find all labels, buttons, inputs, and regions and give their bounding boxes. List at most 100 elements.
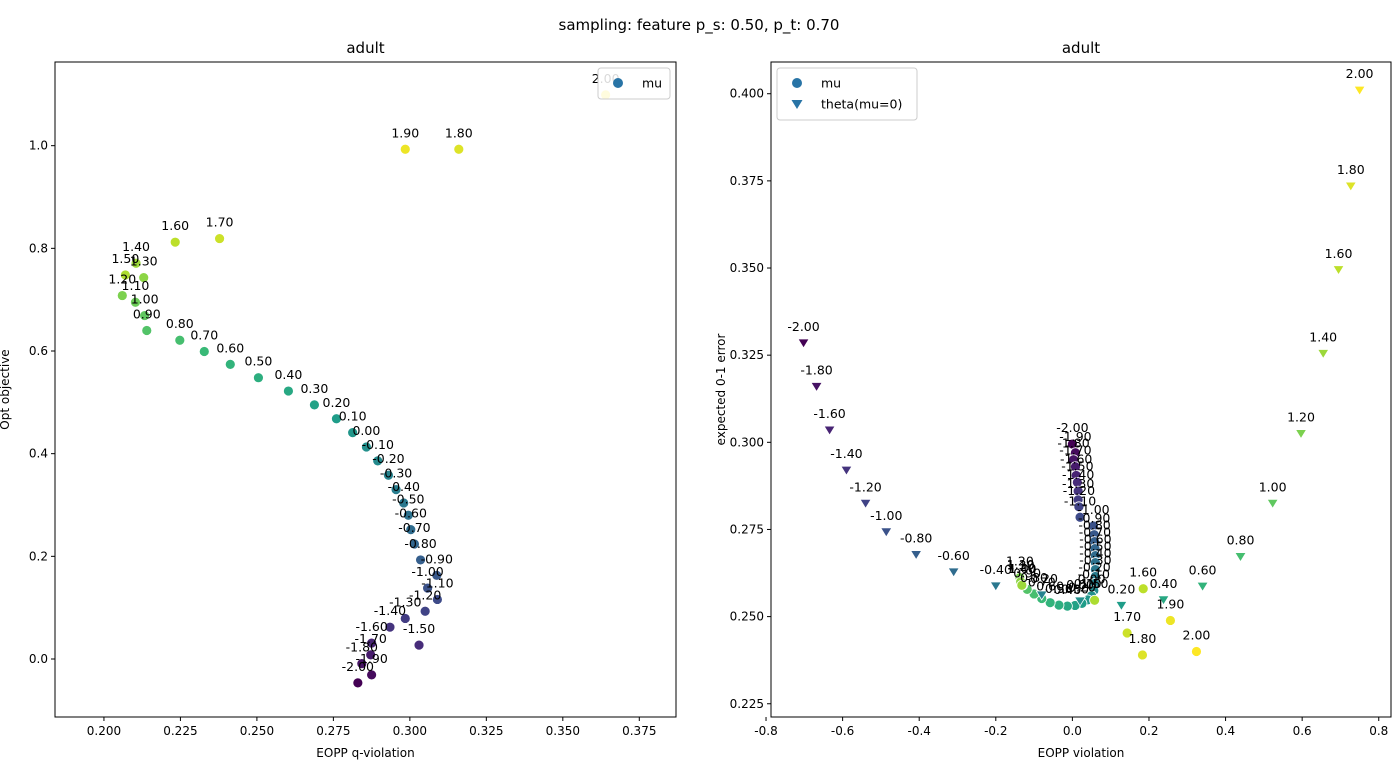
point-label: 1.40	[1309, 329, 1337, 344]
left-chart-panel: adult 0.200 0.225 0.250 0.275 0.300 0.325 0.350…	[0, 39, 677, 760]
y-tick-label: 0.2	[29, 549, 48, 563]
data-point	[399, 613, 411, 624]
plot-frame	[770, 61, 1392, 718]
data-point	[174, 334, 186, 346]
point-label: -1.70	[1059, 443, 1091, 458]
point-label: -0.30	[380, 466, 412, 481]
point-label: 0.90	[1013, 565, 1041, 580]
data-point	[309, 399, 320, 411]
point-label: 2.00	[1346, 66, 1374, 81]
point-label: -1.40	[830, 446, 862, 461]
data-point	[356, 658, 368, 670]
point-label: -1.00	[870, 508, 902, 523]
data-point	[1044, 597, 1056, 609]
y-tick-label: 0.8	[29, 241, 48, 255]
x-tick-label: -0.6	[831, 724, 854, 738]
point-label: -0.50	[392, 491, 424, 506]
x-axis-label: EOPP violation	[1038, 746, 1125, 760]
x-tick-label: 0.250	[240, 724, 274, 738]
data-point	[1053, 599, 1065, 611]
data-point	[214, 233, 225, 244]
legend-label: mu	[821, 76, 841, 91]
point-label: -1.30	[1062, 476, 1094, 491]
point-label: -0.80	[1078, 518, 1110, 533]
x-tick-label: 0.350	[546, 724, 580, 738]
data-point-triangle	[1035, 590, 1048, 601]
y-tick-label: 0.0	[29, 652, 48, 666]
legend: mu	[597, 67, 671, 100]
point-label: 1.60	[1325, 246, 1353, 261]
data-point	[399, 143, 411, 155]
point-label: -2.00	[787, 319, 819, 334]
data-point-triangle	[947, 567, 960, 578]
y-tick-label: 0.250	[730, 610, 764, 624]
point-label: -1.00	[411, 564, 443, 579]
point-label: 1.50	[111, 251, 139, 266]
point-label: -1.60	[355, 619, 387, 634]
point-label: 1.60	[1129, 565, 1157, 580]
data-point	[1165, 615, 1176, 626]
point-label: 0.10	[1074, 576, 1102, 591]
x-tick-label: 0.8	[1369, 724, 1388, 738]
point-label: -0.90	[1078, 511, 1110, 526]
data-point	[138, 272, 150, 283]
y-tick-label: 0.350	[730, 261, 764, 275]
y-axis-label: expected 0-1 error	[714, 334, 728, 446]
data-point	[398, 497, 410, 509]
point-label: -0.10	[362, 437, 394, 452]
point-label: -0.20	[1078, 559, 1110, 574]
point-label: 0.20	[1107, 581, 1135, 596]
data-point	[130, 257, 142, 269]
point-label: 1.80	[1337, 162, 1365, 177]
data-point	[431, 569, 443, 581]
point-label: -0.80	[404, 536, 436, 551]
point-label: -1.60	[813, 406, 845, 421]
point-label: -0.80	[900, 531, 932, 546]
point-label: 0.30	[1061, 581, 1089, 596]
data-point	[383, 469, 394, 481]
data-point	[352, 677, 364, 689]
data-point-triangle	[1196, 581, 1209, 593]
point-label: 2.00	[1183, 627, 1211, 642]
markers	[116, 89, 612, 689]
y-tick-label: 0.4	[29, 447, 48, 461]
data-point	[224, 358, 236, 370]
data-point	[1074, 511, 1086, 523]
legend-marker-circle	[792, 78, 802, 88]
data-point	[139, 310, 151, 321]
x-tick-label: -0.8	[754, 724, 777, 738]
plot-frame	[54, 61, 677, 718]
data-point	[1016, 579, 1028, 591]
data-point	[1137, 583, 1149, 595]
point-label: 0.20	[323, 395, 351, 410]
point-label: 1.90	[391, 125, 419, 140]
point-label: -1.90	[355, 651, 387, 666]
data-point	[453, 143, 465, 155]
point-label: 0.40	[1053, 582, 1081, 597]
point-label: -1.50	[1061, 458, 1093, 473]
point-label: 0.00	[352, 423, 380, 438]
legend-label: theta(mu=0)	[821, 97, 902, 112]
y-tick-label: 0.300	[730, 435, 764, 449]
point-label: -0.70	[1079, 525, 1111, 540]
point-label: -1.70	[355, 631, 387, 646]
point-label: -1.90	[1059, 429, 1091, 444]
y-tick-label: 0.400	[730, 87, 764, 101]
point-label: 0.60	[1189, 562, 1217, 577]
data-point	[169, 236, 181, 248]
point-label: 1.90	[1156, 596, 1184, 611]
y-tick-label: 0.375	[730, 174, 764, 188]
data-point-triangle	[880, 527, 893, 538]
point-label: 0.70	[1028, 574, 1056, 589]
data-point	[366, 669, 378, 681]
chart-title: adult	[1062, 39, 1100, 57]
point-label: 0.30	[300, 381, 328, 396]
data-point	[119, 269, 131, 281]
data-point	[413, 639, 425, 651]
point-label: -1.80	[346, 640, 378, 655]
data-point-triangle	[909, 550, 923, 561]
point-label: 0.50	[1045, 581, 1073, 596]
point-label: 1.60	[161, 218, 189, 233]
x-tick-label: 0.375	[622, 724, 656, 738]
